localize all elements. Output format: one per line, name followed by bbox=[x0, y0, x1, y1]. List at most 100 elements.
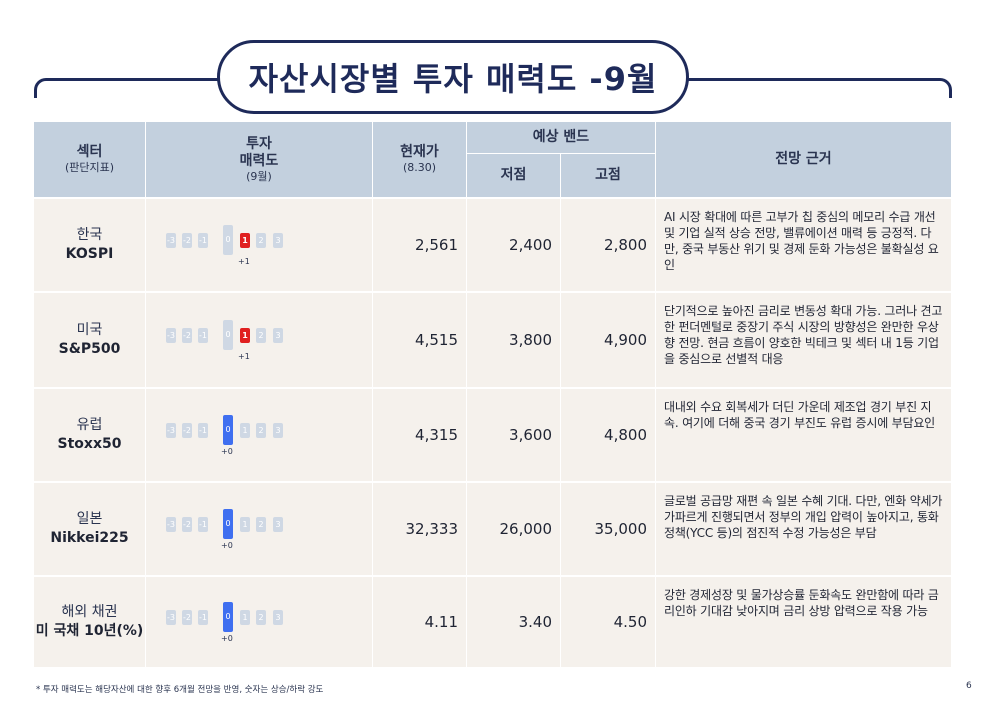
band-low: 26,000 bbox=[467, 483, 560, 575]
sector-cell: 유럽 Stoxx50 bbox=[34, 389, 145, 481]
scale-box: 1 bbox=[240, 610, 250, 625]
sector-cell: 한국 KOSPI bbox=[34, 199, 145, 291]
scale-box: 3 bbox=[273, 610, 283, 625]
scale-box: 2 bbox=[256, 423, 266, 438]
header-attract-sub: (9월) bbox=[246, 169, 272, 183]
header-price-label: 현재가 bbox=[400, 144, 439, 160]
scale-box: -3 bbox=[166, 423, 176, 438]
header-basis: 전망 근거 bbox=[656, 122, 951, 197]
scale-box: -3 bbox=[166, 233, 176, 248]
scale-box: -1 bbox=[198, 328, 208, 343]
current-price: 2,561 bbox=[373, 199, 466, 291]
header-low-label: 저점 bbox=[500, 167, 527, 183]
band-high: 4,800 bbox=[561, 389, 655, 481]
footnote: * 투자 매력도는 해당자산에 대한 향후 6개월 전망을 반영, 숫자는 상승… bbox=[36, 685, 324, 695]
scale-box: -3 bbox=[166, 610, 176, 625]
score-label: +1 bbox=[238, 352, 250, 361]
header-low: 저점 bbox=[467, 154, 560, 197]
scale-box: -3 bbox=[166, 328, 176, 343]
index-label: KOSPI bbox=[65, 246, 114, 262]
region-label: 한국 bbox=[76, 227, 103, 243]
current-price: 4,315 bbox=[373, 389, 466, 481]
score-label: +0 bbox=[221, 541, 233, 550]
band-low: 2,400 bbox=[467, 199, 560, 291]
scale-box: -1 bbox=[198, 423, 208, 438]
market-table: 섹터 (판단지표) 투자 매력도 (9월) 현재가 (8.30) 예상 밴드 저… bbox=[34, 122, 951, 667]
sector-cell: 일본 Nikkei225 bbox=[34, 483, 145, 575]
index-label: 미 국채 10년(%) bbox=[35, 623, 144, 639]
scale-box: -3 bbox=[166, 517, 176, 532]
scale-box: 2 bbox=[256, 328, 266, 343]
scale-box: 1 bbox=[240, 423, 250, 438]
band-low: 3,600 bbox=[467, 389, 560, 481]
index-label: Stoxx50 bbox=[57, 436, 122, 452]
current-price: 4,515 bbox=[373, 293, 466, 387]
score-label: +1 bbox=[238, 257, 250, 266]
header-attract-label: 투자 매력도 bbox=[239, 135, 279, 169]
header-band: 예상 밴드 bbox=[467, 122, 655, 153]
attractiveness-cell: -3 -2 -1 0 1 2 3 +1 bbox=[146, 199, 372, 291]
band-high: 2,800 bbox=[561, 199, 655, 291]
scale-box: -2 bbox=[182, 610, 192, 625]
page-title: 자산시장별 투자 매력도 -9월 bbox=[248, 60, 658, 98]
header-attract: 투자 매력도 (9월) bbox=[146, 122, 372, 197]
attractiveness-scale: -3 -2 -1 0 1 2 3 +1 bbox=[146, 223, 283, 266]
header-band-label: 예상 밴드 bbox=[532, 129, 590, 145]
attractiveness-scale: -3 -2 -1 0 1 2 3 +0 bbox=[146, 600, 283, 643]
scale-box: 0 bbox=[223, 509, 233, 539]
header-sector-label: 섹터 bbox=[76, 144, 103, 160]
score-label: +0 bbox=[221, 634, 233, 643]
region-label: 유럽 bbox=[76, 417, 103, 433]
scale-box: 0 bbox=[223, 602, 233, 632]
header-price-sub: (8.30) bbox=[402, 161, 437, 174]
scale-box: 1 bbox=[240, 328, 250, 343]
scale-box: 0 bbox=[223, 320, 233, 350]
attractiveness-scale: -3 -2 -1 0 1 2 3 +0 bbox=[146, 507, 283, 550]
sector-cell: 미국 S&P500 bbox=[34, 293, 145, 387]
header-high: 고점 bbox=[561, 154, 655, 197]
outlook-basis-text: 대내외 수요 회복세가 더딘 가운데 제조업 경기 부진 지속. 여기에 더해 … bbox=[656, 389, 951, 481]
attractiveness-scale: -3 -2 -1 0 1 2 3 +0 bbox=[146, 413, 283, 456]
band-high: 35,000 bbox=[561, 483, 655, 575]
scale-box: -2 bbox=[182, 517, 192, 532]
page-number: 6 bbox=[966, 681, 972, 691]
scale-box: -2 bbox=[182, 328, 192, 343]
region-label: 해외 채권 bbox=[61, 604, 118, 620]
scale-box: -2 bbox=[182, 233, 192, 248]
current-price: 32,333 bbox=[373, 483, 466, 575]
index-label: S&P500 bbox=[58, 341, 121, 357]
scale-box: 1 bbox=[240, 517, 250, 532]
header-price: 현재가 (8.30) bbox=[373, 122, 466, 197]
attractiveness-scale: -3 -2 -1 0 1 2 3 +1 bbox=[146, 318, 283, 361]
title-pill: 자산시장별 투자 매력도 -9월 bbox=[217, 40, 689, 114]
index-label: Nikkei225 bbox=[50, 530, 129, 546]
outlook-basis-text: 단기적으로 높아진 금리로 변동성 확대 가능. 그러나 견고한 펀더멘털로 중… bbox=[656, 293, 951, 387]
attractiveness-cell: -3 -2 -1 0 1 2 3 +0 bbox=[146, 577, 372, 667]
header-basis-label: 전망 근거 bbox=[775, 151, 832, 167]
scale-box: 1 bbox=[240, 233, 250, 248]
band-high: 4.50 bbox=[561, 577, 655, 667]
scale-box: -1 bbox=[198, 517, 208, 532]
scale-box: 0 bbox=[223, 415, 233, 445]
scale-box: 3 bbox=[273, 423, 283, 438]
scale-box: 3 bbox=[273, 517, 283, 532]
scale-box: -2 bbox=[182, 423, 192, 438]
scale-box: 2 bbox=[256, 610, 266, 625]
scale-box: -1 bbox=[198, 233, 208, 248]
band-low: 3.40 bbox=[467, 577, 560, 667]
scale-box: 3 bbox=[273, 233, 283, 248]
header-high-label: 고점 bbox=[595, 167, 621, 183]
scale-box: 3 bbox=[273, 328, 283, 343]
score-label: +0 bbox=[221, 447, 233, 456]
attractiveness-cell: -3 -2 -1 0 1 2 3 +1 bbox=[146, 293, 372, 387]
band-high: 4,900 bbox=[561, 293, 655, 387]
attractiveness-cell: -3 -2 -1 0 1 2 3 +0 bbox=[146, 483, 372, 575]
scale-box: 2 bbox=[256, 233, 266, 248]
header-sector-sub: (판단지표) bbox=[64, 161, 115, 174]
scale-box: 2 bbox=[256, 517, 266, 532]
outlook-basis-text: 글로벌 공급망 재편 속 일본 수혜 기대. 다만, 엔화 약세가 가파르게 진… bbox=[656, 483, 951, 575]
current-price: 4.11 bbox=[373, 577, 466, 667]
region-label: 미국 bbox=[76, 322, 103, 338]
scale-box: 0 bbox=[223, 225, 233, 255]
